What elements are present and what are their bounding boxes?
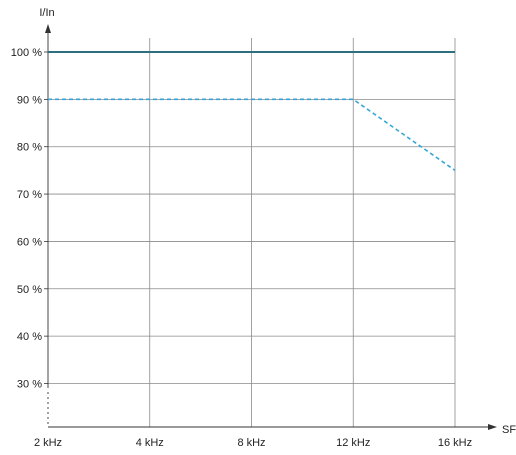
x-tick-label: 4 kHz: [136, 437, 164, 449]
grid: [48, 38, 456, 427]
y-tick-label: 40 %: [17, 331, 42, 343]
y-tick-label: 90 %: [17, 94, 42, 106]
y-tick-label: 80 %: [17, 142, 42, 154]
x-tick-label: 12 kHz: [336, 437, 370, 449]
x-axis-label: SF: [502, 424, 516, 436]
y-tick-label: 60 %: [17, 236, 42, 248]
tick-labels: 30 % 40 % 50 % 60 % 70 % 80 % 90 % 100 % 2 kHz 4 …: [11, 47, 472, 449]
x-tick-label: 16 kHz: [438, 437, 472, 449]
y-axis-arrow: [45, 24, 51, 33]
x-axis-arrow: [488, 424, 497, 430]
series-line-dashed: [48, 98, 456, 172]
y-tick-label: 30 %: [17, 379, 42, 391]
y-tick-label: 50 %: [17, 284, 42, 296]
x-tick-label: 2 kHz: [34, 437, 62, 449]
x-tick-label: 8 kHz: [237, 437, 265, 449]
y-tick-label: 100 %: [11, 47, 42, 59]
y-axis-label: I/In: [39, 7, 54, 19]
series-lines: [48, 51, 456, 172]
axes: [44, 24, 497, 430]
y-tick-label: 70 %: [17, 189, 42, 201]
